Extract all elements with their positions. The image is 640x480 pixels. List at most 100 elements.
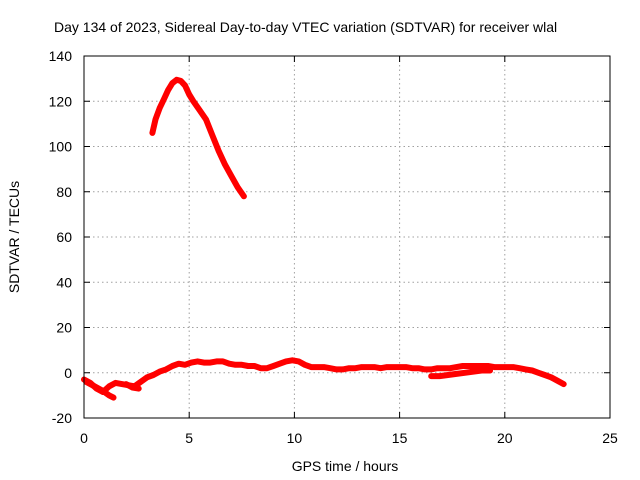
data-point xyxy=(472,363,478,369)
data-point xyxy=(487,367,493,374)
data-point xyxy=(123,381,129,387)
data-point xyxy=(415,365,422,371)
data-point xyxy=(479,367,485,374)
data-point xyxy=(150,372,156,378)
data-point xyxy=(434,365,441,371)
data-point xyxy=(485,363,491,369)
series-arc-2 xyxy=(81,357,567,395)
data-point xyxy=(397,364,403,370)
data-point xyxy=(296,358,302,364)
x-tick-label: 15 xyxy=(392,430,408,446)
tick-marks xyxy=(83,55,611,419)
data-point xyxy=(270,363,276,369)
data-point xyxy=(241,193,247,199)
data-point xyxy=(182,82,188,88)
data-point xyxy=(169,80,175,86)
data-point xyxy=(195,358,201,364)
data-point xyxy=(214,358,220,364)
data-point xyxy=(498,364,504,370)
data-point xyxy=(359,364,365,370)
data-point xyxy=(378,365,384,371)
data-point xyxy=(239,362,245,368)
data-point xyxy=(178,78,184,84)
data-point xyxy=(466,363,472,369)
data-point xyxy=(535,370,542,376)
data-point xyxy=(264,365,270,371)
y-axis-label: SDTVAR / TECUs xyxy=(6,181,22,293)
data-point xyxy=(470,369,476,375)
data-point xyxy=(428,373,434,379)
data-point xyxy=(203,116,209,122)
data-point xyxy=(390,364,396,370)
data-point xyxy=(161,96,167,102)
data-point xyxy=(149,130,155,136)
data-point xyxy=(441,365,447,371)
data-point xyxy=(504,364,510,370)
y-tick-label: 40 xyxy=(56,274,72,290)
series-layer xyxy=(81,76,567,401)
data-point xyxy=(491,364,497,370)
data-point xyxy=(129,384,135,391)
y-tick-label: 20 xyxy=(56,320,72,336)
data-point xyxy=(136,386,142,392)
x-tick-label: 25 xyxy=(602,430,618,446)
data-point xyxy=(428,366,434,372)
data-point xyxy=(201,360,207,366)
series-arc-4 xyxy=(123,381,142,392)
data-point xyxy=(100,388,106,394)
data-point xyxy=(523,366,529,372)
data-point xyxy=(113,380,119,386)
data-point xyxy=(409,365,415,371)
series-arc-5 xyxy=(428,367,494,380)
data-point xyxy=(119,381,125,387)
data-point xyxy=(561,381,567,387)
data-point xyxy=(352,365,358,371)
data-point xyxy=(235,184,241,190)
series-arc-3 xyxy=(83,378,117,401)
data-point xyxy=(83,379,89,385)
data-point xyxy=(447,365,453,371)
data-point xyxy=(106,383,112,389)
y-tick-labels: -20 0 20 40 60 80 100 120 140 xyxy=(49,48,73,426)
x-axis-label: GPS time / hours xyxy=(292,458,399,474)
data-point xyxy=(529,367,535,374)
data-point xyxy=(384,364,390,370)
data-point xyxy=(340,366,346,372)
data-point xyxy=(188,360,194,366)
data-point xyxy=(222,162,228,168)
data-point xyxy=(460,363,466,369)
data-point xyxy=(542,372,548,378)
data-point xyxy=(228,173,234,179)
series-line xyxy=(149,76,247,200)
data-point xyxy=(308,364,314,370)
data-point xyxy=(346,365,352,371)
y-tick-label: 120 xyxy=(49,93,73,109)
data-point xyxy=(554,378,561,384)
data-point xyxy=(152,116,159,122)
data-point xyxy=(182,362,188,368)
data-point xyxy=(321,364,327,370)
y-tick-label: 80 xyxy=(56,184,72,200)
data-point xyxy=(220,358,226,364)
x-tick-labels: 0 5 10 15 20 25 xyxy=(80,430,618,446)
data-point xyxy=(190,98,196,104)
data-point xyxy=(216,148,222,154)
y-tick-label: 100 xyxy=(49,139,73,155)
data-point xyxy=(163,366,169,372)
data-point xyxy=(422,366,428,372)
data-point xyxy=(106,392,112,398)
data-point xyxy=(157,105,163,111)
data-point xyxy=(157,369,163,375)
data-point xyxy=(277,361,283,367)
chart-title: Day 134 of 2023, Sidereal Day-to-day VTE… xyxy=(54,19,557,35)
data-point xyxy=(365,364,371,370)
data-point xyxy=(453,371,459,377)
data-point xyxy=(283,358,289,364)
data-point xyxy=(333,366,340,372)
data-point xyxy=(226,361,232,367)
data-point xyxy=(138,379,144,385)
data-point xyxy=(453,364,459,370)
data-point xyxy=(165,87,171,93)
data-point xyxy=(197,107,203,113)
